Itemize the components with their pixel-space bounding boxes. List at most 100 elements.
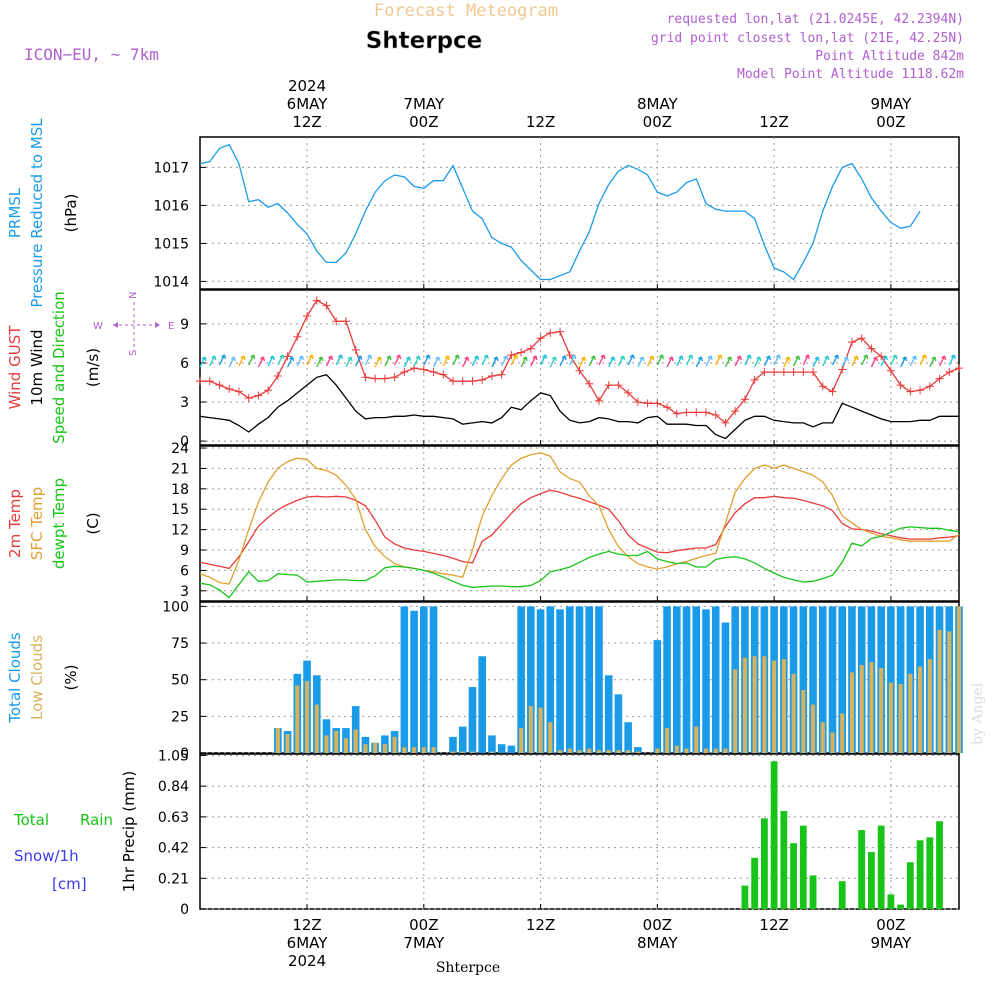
gust-marker	[740, 395, 749, 404]
wind-arrow	[578, 356, 587, 368]
total-cloud-bar	[682, 606, 691, 753]
low-cloud-bar	[801, 689, 806, 753]
total-cloud-bar	[634, 747, 642, 753]
low-cloud-bar	[577, 750, 582, 753]
panel-clouds: 0 25 50 75 100 Total Clouds Low Clouds (%)	[6, 599, 963, 762]
bottom-tick-date: 8MAY	[637, 934, 679, 952]
model-altitude: Model Point Altitude 1118.62m	[737, 67, 964, 82]
low-cloud-bar	[314, 704, 319, 753]
wind-arrow	[666, 356, 674, 368]
y-tick-label: 25	[171, 709, 189, 725]
location-title: Shterpce	[366, 28, 483, 54]
wind-arrow	[637, 356, 645, 368]
gust-marker	[439, 370, 448, 379]
bottom-tick-date: 6MAY	[287, 934, 329, 952]
rain-bar	[809, 875, 817, 909]
bottom-tick-hour: 00Z	[643, 916, 672, 934]
y-axis-label-0: Total Clouds	[6, 632, 24, 724]
y-tick-label: 0.21	[158, 871, 189, 887]
total-cloud-bar	[420, 606, 428, 753]
gust-marker	[809, 368, 818, 377]
rain-bar	[760, 818, 768, 909]
rain-bar	[790, 843, 797, 909]
total-cloud-bar	[527, 606, 535, 753]
wind-arrow	[938, 355, 947, 367]
panel-pressure: 1014 1015 1016 1017 PRMSL Pressure Reduced to…	[6, 118, 960, 308]
low-cloud-bar	[879, 667, 884, 753]
total-cloud-bar	[624, 722, 632, 753]
total-cloud-bar	[604, 675, 613, 753]
total-cloud-bar	[497, 744, 506, 753]
gust-marker	[254, 391, 263, 400]
top-tick-date: 8MAY	[637, 95, 679, 113]
low-cloud-bar	[742, 657, 747, 753]
footer-location: Shterpce	[436, 960, 500, 976]
unit-label: (hPa)	[62, 194, 80, 233]
low-cloud-bar	[421, 747, 426, 753]
gust-marker	[663, 403, 672, 412]
low-cloud-bar	[587, 748, 592, 753]
rain-bar	[838, 881, 846, 909]
compass-n: N	[128, 292, 139, 299]
total-cloud-bar	[488, 735, 496, 753]
gust-marker	[916, 386, 925, 395]
gust-marker	[779, 368, 788, 377]
rain-bar	[751, 857, 759, 909]
low-cloud-bar	[538, 707, 543, 753]
total-cloud-bar	[828, 606, 837, 753]
wind-arrow	[238, 355, 246, 367]
low-cloud-bar	[733, 669, 738, 753]
wind-arrow	[627, 354, 635, 366]
wind-arrow	[218, 354, 227, 366]
low-cloud-bar	[772, 660, 777, 753]
top-tick-hour: 00Z	[876, 113, 905, 131]
wind-arrow	[851, 355, 859, 367]
total-cloud-bar	[478, 656, 486, 753]
gust-marker	[643, 399, 652, 408]
wind-arrow	[413, 355, 421, 367]
rain-bar	[936, 821, 943, 909]
y-tick-label: 15	[171, 502, 189, 518]
low-cloud-bar	[334, 731, 339, 753]
y-tick-label: 3	[180, 395, 189, 411]
low-cloud-bar	[392, 736, 397, 753]
gust-marker	[478, 375, 487, 384]
y-tick-label: 24	[171, 441, 189, 457]
wind-arrow	[325, 355, 334, 367]
bottom-tick-hour: 12Z	[292, 916, 321, 934]
wind-arrow	[802, 354, 810, 366]
gust-marker	[380, 374, 389, 383]
y-tick-label: 1016	[153, 198, 189, 214]
gust-marker	[672, 409, 681, 418]
low-cloud-bar	[791, 673, 796, 753]
y-axis-label-1: SFC Temp	[28, 487, 46, 560]
total-cloud-bar	[429, 606, 438, 753]
wind-arrow	[608, 356, 616, 368]
gust-marker	[361, 373, 370, 382]
total-cloud-bar	[838, 606, 847, 753]
y-axis-label-2: dewpt Temp	[50, 478, 68, 569]
gust-marker	[400, 368, 409, 377]
panel-frame	[199, 136, 960, 290]
low-cloud-bar	[927, 659, 932, 753]
wind-arrow	[335, 354, 343, 366]
rain-bar	[877, 825, 885, 909]
legend-total: Total	[13, 811, 49, 829]
wind-arrow	[598, 354, 606, 366]
gust-marker	[264, 386, 273, 395]
top-tick-hour: 00Z	[643, 113, 672, 131]
wind-arrow	[286, 356, 295, 368]
rain-bar	[741, 885, 749, 909]
gust-marker	[857, 334, 866, 343]
wind-arrow	[374, 356, 382, 368]
wind-arrow	[296, 355, 304, 367]
low-cloud-bar	[762, 656, 767, 753]
total-cloud-bar	[663, 606, 671, 753]
wind-arrow	[384, 355, 392, 367]
gust-marker	[828, 387, 837, 396]
rain-bar	[926, 837, 934, 909]
gust-marker	[925, 382, 934, 391]
gust-marker	[799, 368, 808, 377]
low-cloud-bar	[557, 750, 563, 753]
